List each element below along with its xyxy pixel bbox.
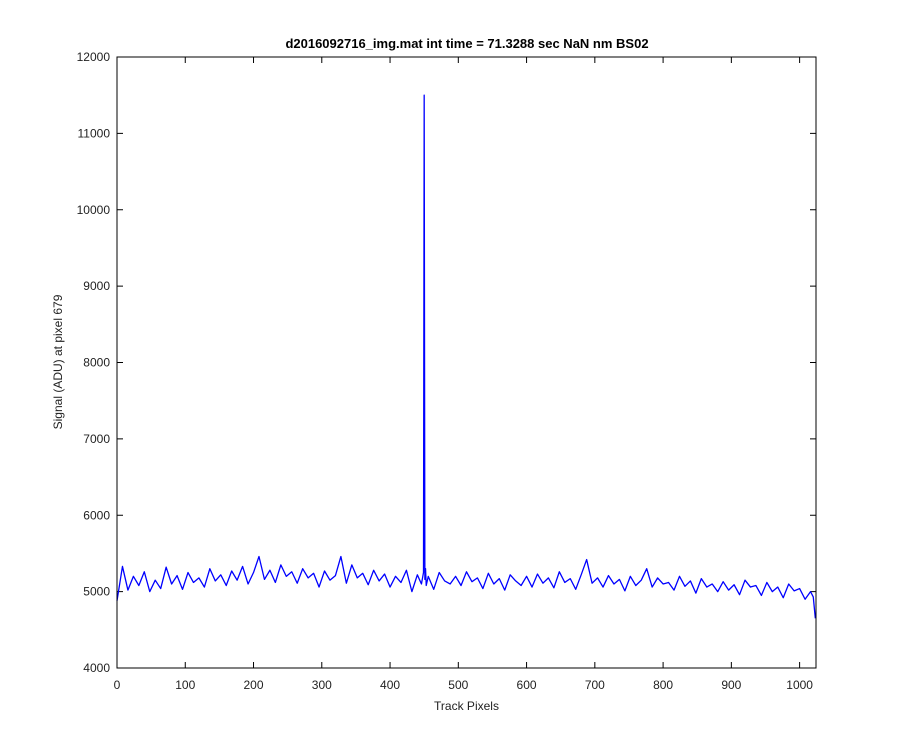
x-tick-label: 400 — [380, 678, 400, 692]
x-axis-label: Track Pixels — [434, 699, 499, 713]
y-tick-label: 10000 — [77, 203, 111, 217]
y-tick-label: 8000 — [83, 356, 110, 370]
y-tick-label: 6000 — [83, 508, 110, 522]
x-tick-label: 100 — [175, 678, 195, 692]
axes: 0 100 200 300 400 500 600 700 800 900 1000 4000 5000… — [77, 50, 816, 692]
y-tick-label: 9000 — [83, 279, 110, 293]
y-tick-label: 11000 — [78, 126, 111, 140]
x-tick-label: 200 — [244, 678, 264, 692]
x-tick-label: 0 — [114, 678, 121, 692]
x-tick-label: 600 — [517, 678, 537, 692]
x-tick-label: 1000 — [786, 678, 813, 692]
x-tick-label: 900 — [721, 678, 741, 692]
x-tick-label: 300 — [312, 678, 332, 692]
x-tick-label: 800 — [653, 678, 673, 692]
chart-title: d2016092716_img.mat int time = 71.3288 s… — [285, 36, 648, 51]
axes-box — [116, 56, 817, 669]
signal-series-line — [116, 94, 816, 619]
y-axis-label: Signal (ADU) at pixel 679 — [51, 294, 65, 429]
y-tick-label: 7000 — [83, 432, 110, 446]
y-tick-label: 5000 — [83, 585, 110, 599]
x-tick-label: 500 — [448, 678, 468, 692]
y-tick-label: 12000 — [77, 50, 111, 64]
y-tick-label: 4000 — [83, 661, 110, 675]
x-tick-label: 700 — [585, 678, 605, 692]
